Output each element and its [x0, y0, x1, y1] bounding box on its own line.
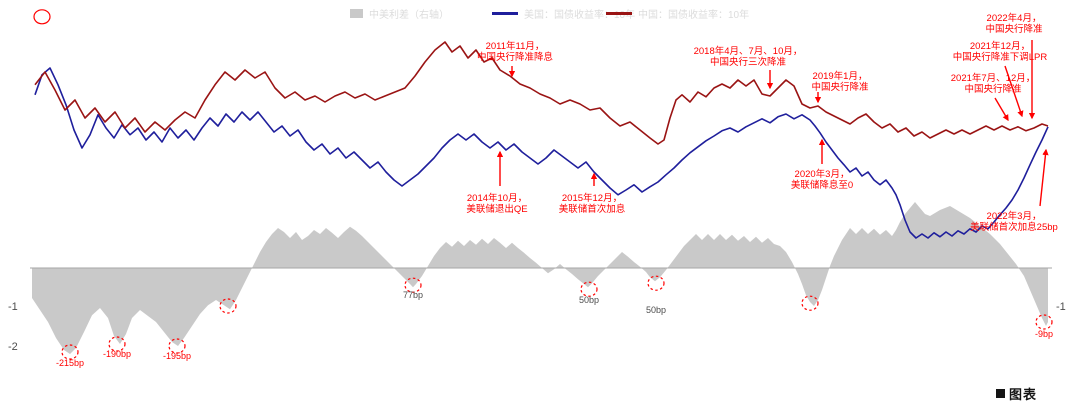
annotation-fed-2022: 2022年3月，	[987, 210, 1042, 222]
annotation-fed-2015: 2015年12月，	[562, 192, 622, 204]
annotation-fed-2020: 2020年3月，	[795, 168, 850, 180]
legend-label-spread: 中美利差（右轴）	[369, 10, 449, 21]
annotation-pboc-2019: 2019年1月，	[813, 70, 868, 82]
marker-label-5: 77bp	[403, 290, 423, 300]
watermark-text: 图表	[1009, 387, 1038, 402]
annotation-fed-2014: 美联储退出QE	[466, 203, 527, 215]
marker-circle-7	[647, 275, 665, 291]
marker-circle-8	[801, 295, 819, 311]
annotation-pboc-2021-12: 中国央行降准下调LPR	[953, 51, 1048, 63]
marker-circle-6	[580, 281, 598, 297]
y-axis-left-tick-minus1: -1	[8, 301, 18, 313]
marker-label-3: -195bp	[163, 351, 191, 361]
annotation-pboc-2011: 中国央行降准降息	[477, 51, 553, 63]
annotation-fed-2020: 美联储降息至0	[791, 179, 853, 191]
annotation-arrow-pboc-2021-12	[1004, 65, 1024, 118]
annotation-pboc-2011: 2011年11月，	[486, 40, 545, 52]
line-swatch-icon	[492, 12, 518, 15]
line-swatch-icon	[606, 12, 632, 15]
legend-label-us10y: 美国：国债收益率：10年	[524, 10, 636, 21]
logo-square-icon	[996, 389, 1005, 398]
marker-label-7: 50bp	[646, 305, 666, 315]
annotation-fed-2014: 2014年10月，	[467, 192, 527, 204]
area-swatch-icon	[350, 9, 363, 18]
marker-circle-9	[1035, 314, 1053, 330]
marker-label-6: 50bp	[579, 295, 599, 305]
line-series-0	[34, 67, 1049, 239]
annotation-pboc-2021-07: 2021年7月、12月，	[951, 72, 1035, 84]
annotation-arrow-fed-2022	[1039, 148, 1049, 207]
annotation-fed-2022: 美联储首次加息25bp	[970, 221, 1058, 233]
area-series-spread	[32, 202, 1048, 354]
y-axis-right-tick-minus1: -1	[1056, 301, 1066, 313]
legend-item-cn10y: 中国：国债收益率：10年	[606, 6, 749, 21]
legend: 中美利差（右轴） 美国：国债收益率：10年 中国：国债收益率：10年	[0, 6, 1080, 26]
marker-circle-4	[219, 298, 237, 314]
annotation-pboc-2018: 中国央行三次降准	[710, 56, 787, 68]
marker-circle-2	[108, 336, 126, 352]
y-axis-left-tick-minus2: -2	[8, 341, 18, 353]
marker-label-2: -190bp	[103, 349, 131, 359]
marker-label-9: -9bp	[1035, 329, 1053, 339]
marker-circle-0	[33, 9, 51, 25]
legend-item-spread: 中美利差（右轴）	[350, 6, 449, 21]
annotation-pboc-2021-12: 2021年12月，	[970, 40, 1030, 52]
line-series-1	[34, 41, 1049, 145]
annotation-arrow-pboc-2021-07	[994, 97, 1009, 122]
annotation-pboc-2021-07: 中国央行降准	[964, 83, 1022, 95]
legend-label-cn10y: 中国：国债收益率：10年	[638, 10, 750, 21]
marker-label-1: -215bp	[56, 358, 84, 368]
marker-circle-1	[61, 344, 79, 360]
marker-circle-3	[168, 338, 186, 354]
legend-item-us10y: 美国：国债收益率：10年	[492, 6, 635, 21]
annotation-pboc-2018: 2018年4月、7月、10月，	[694, 45, 803, 57]
annotation-pboc-2022: 中国央行降准	[985, 23, 1043, 35]
annotation-pboc-2022: 2022年4月，	[987, 12, 1042, 24]
annotation-pboc-2019: 中国央行降准	[811, 81, 869, 93]
publisher-watermark: 图表	[996, 384, 1037, 403]
annotation-fed-2015: 美联储首次加息	[559, 203, 626, 215]
marker-circle-5	[404, 277, 422, 293]
